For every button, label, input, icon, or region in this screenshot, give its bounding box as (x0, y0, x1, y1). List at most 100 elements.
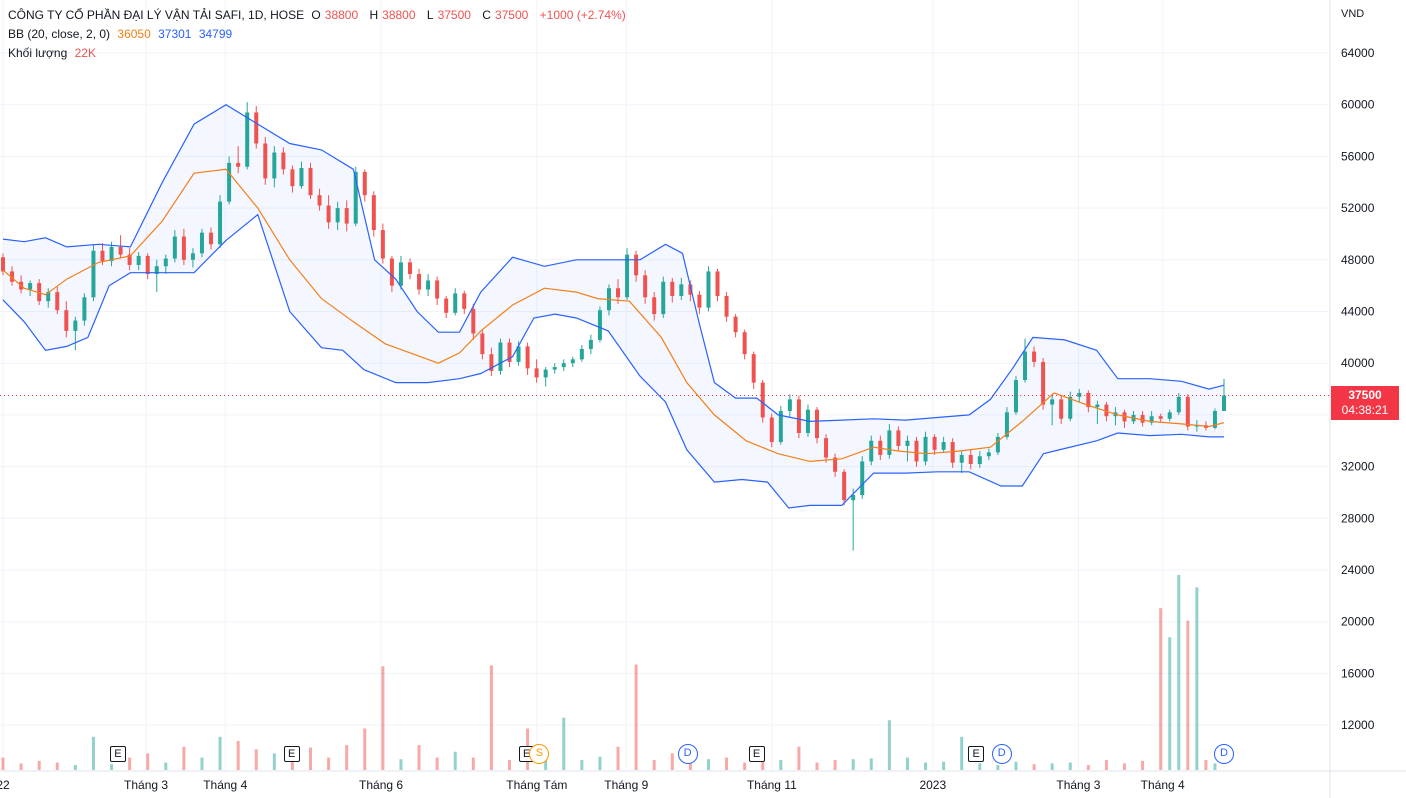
candle (905, 435, 910, 462)
candle-body (362, 171, 367, 196)
candle (887, 423, 892, 459)
candle-body (1149, 416, 1154, 423)
candle-body (263, 143, 268, 179)
candle-body (1158, 416, 1163, 419)
candle-body (887, 430, 892, 455)
bollinger-lower-line (2, 213, 1224, 509)
candle (453, 288, 458, 316)
bollinger-basis-line (2, 168, 1225, 463)
candle-body (941, 442, 946, 450)
candle (733, 314, 738, 338)
candle-body (1050, 399, 1055, 405)
candle (471, 303, 476, 340)
volume-bar (200, 757, 204, 770)
volume-bar (924, 762, 928, 770)
volume-bar (887, 720, 891, 770)
volume-bar (1168, 637, 1172, 770)
y-tick-label: 40000 (1341, 356, 1375, 370)
candle (64, 301, 69, 338)
candle (435, 276, 440, 306)
event-marker-e[interactable]: E (283, 746, 300, 762)
event-marker-d[interactable]: D (677, 744, 698, 764)
candle-body (543, 369, 548, 378)
candle (995, 432, 1000, 455)
candle (1077, 389, 1082, 402)
candle (154, 259, 159, 293)
candle-body (154, 266, 159, 275)
candle-body (616, 288, 621, 298)
candle (1158, 413, 1163, 423)
candle-body (380, 230, 385, 259)
candle (787, 394, 792, 418)
candle (715, 268, 720, 302)
candle (959, 451, 964, 474)
volume-bar (381, 666, 385, 770)
candle-body (1185, 396, 1190, 427)
candle (308, 162, 313, 200)
event-marker-e[interactable]: E (748, 746, 765, 762)
candle-body (661, 281, 666, 315)
candle-body (1095, 404, 1100, 408)
candle (236, 146, 241, 174)
candle (923, 431, 928, 466)
candle-body (1104, 404, 1109, 417)
candle-body (1013, 380, 1018, 413)
candle (670, 277, 675, 303)
candle (408, 258, 412, 280)
candle (1059, 395, 1064, 424)
candle-body (724, 295, 729, 317)
event-marker-s[interactable]: S (529, 744, 550, 764)
candle (1167, 409, 1172, 422)
candle-body (453, 293, 458, 313)
candle (561, 359, 566, 371)
x-tick-label: Tháng 3 (1056, 778, 1100, 792)
candle-body (28, 283, 33, 290)
legend-volume[interactable]: Khối lượng 22K (8, 46, 100, 60)
volume-bar (1204, 760, 1208, 770)
candle-body (408, 262, 412, 275)
candle-body (706, 271, 711, 308)
volume-bar (942, 761, 946, 770)
volume-bar (634, 664, 638, 770)
candle-body (652, 297, 657, 315)
candle-body (905, 440, 910, 446)
candle-body (245, 112, 250, 167)
volume-bar (309, 747, 313, 770)
event-marker-e[interactable]: E (109, 746, 126, 762)
event-marker-d[interactable]: D (1214, 744, 1234, 764)
volume-bar (399, 759, 403, 770)
candle (1023, 338, 1028, 383)
candle (218, 195, 223, 249)
candle-body (118, 246, 123, 255)
volume-bar (73, 765, 77, 770)
candle-body (679, 284, 684, 296)
event-marker-e[interactable]: E (968, 746, 985, 762)
candle-body (842, 471, 847, 501)
candle-body (181, 236, 186, 260)
candle (968, 449, 973, 470)
time-axis[interactable]: 22 Tháng 3 Tháng 4 Tháng 6 Tháng Tám Tháng 9 T… (0, 778, 1185, 792)
candle-body (534, 368, 539, 378)
volume-bar (218, 736, 222, 770)
candle (661, 276, 666, 318)
volume-bar (562, 717, 566, 770)
candle-body (769, 417, 774, 443)
event-marker-d[interactable]: D (991, 744, 1012, 764)
candle-body (73, 320, 78, 331)
candle (977, 451, 982, 468)
price-axis[interactable]: 1200016000200002400028000320003600040000… (1341, 46, 1375, 732)
volume-bar (1068, 762, 1072, 770)
candle-body (1212, 411, 1217, 428)
legend-bollinger[interactable]: BB (20, close, 2, 0) 36050 37301 34799 (8, 27, 236, 41)
volume-bar (236, 740, 240, 770)
candle (91, 244, 96, 302)
candle (489, 347, 494, 377)
legend-volume-label: Khối lượng (8, 46, 68, 60)
candle-body (950, 442, 955, 463)
candle-body (55, 292, 60, 311)
candle (824, 434, 829, 463)
candle-body (426, 280, 431, 290)
volume-bar (55, 762, 59, 770)
candle-body (371, 195, 376, 231)
